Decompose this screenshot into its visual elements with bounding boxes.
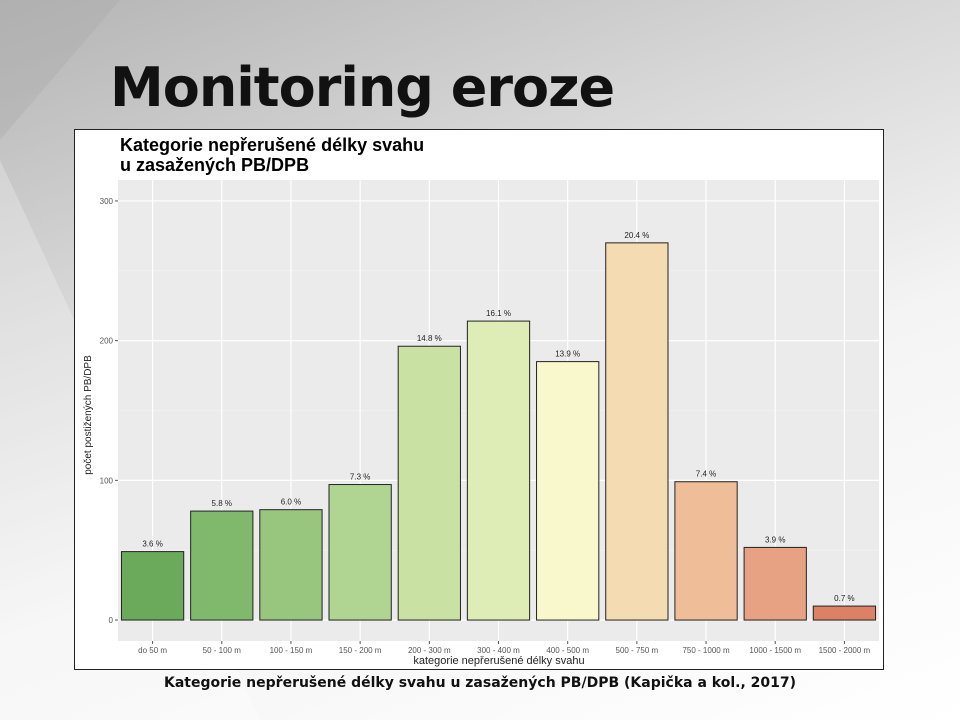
- x-tick-label: 200 - 300 m: [408, 646, 451, 655]
- data-label: 5.8 %: [212, 499, 232, 508]
- bar-7: [536, 361, 600, 621]
- y-tick-label: 0: [109, 616, 114, 625]
- x-tick-label: 400 - 500 m: [546, 646, 589, 655]
- x-tick-label: 750 - 1000 m: [682, 646, 729, 655]
- y-tick-label: 200: [100, 337, 114, 346]
- bar-chart: Kategorie nepřerušené délky svahu u zasa…: [83, 135, 879, 667]
- bar-1: [120, 551, 185, 621]
- chart-container: Kategorie nepřerušené délky svahu u zasa…: [74, 129, 884, 670]
- chart-title: Kategorie nepřerušené délky svahu: [120, 135, 424, 155]
- figure-caption: Kategorie nepřerušené délky svahu u zasa…: [163, 675, 796, 691]
- x-tick-label: 1500 - 2000 m: [819, 646, 871, 655]
- bar-8: [605, 242, 669, 621]
- y-tick-label: 300: [100, 197, 114, 206]
- x-tick-label: do 50 m: [138, 646, 167, 655]
- y-tick-label: 100: [100, 476, 114, 485]
- data-label: 3.9 %: [765, 535, 785, 544]
- x-tick-label: 500 - 750 m: [616, 646, 659, 655]
- bar-3: [259, 509, 323, 621]
- slide-title: Monitoring eroze: [110, 56, 615, 119]
- data-label: 3.6 %: [142, 540, 162, 549]
- data-label: 13.9 %: [555, 350, 580, 359]
- bar-4: [328, 484, 392, 621]
- data-label: 6.0 %: [281, 498, 301, 507]
- data-label: 7.4 %: [696, 470, 716, 479]
- bar-6: [466, 320, 531, 621]
- bar-9: [674, 481, 738, 621]
- x-tick-label: 150 - 200 m: [339, 646, 382, 655]
- x-tick-label: 50 - 100 m: [203, 646, 242, 655]
- bar-10: [743, 546, 807, 621]
- data-label: 14.8 %: [417, 334, 442, 343]
- chart-title-line2: u zasažených PB/DPB: [120, 155, 309, 175]
- data-label: 20.4 %: [624, 231, 649, 240]
- data-label: 0.7 %: [834, 594, 854, 603]
- y-axis-label: počet postižených PB/DPB: [83, 355, 94, 475]
- bar-2: [190, 510, 254, 621]
- data-label: 7.3 %: [350, 473, 370, 482]
- x-tick-label: 300 - 400 m: [477, 646, 520, 655]
- x-axis-label: kategorie nepřerušené délky svahu: [413, 655, 584, 667]
- bar-11: [812, 605, 877, 621]
- bar-5: [397, 345, 461, 621]
- data-label: 16.1 %: [486, 309, 511, 318]
- x-tick-label: 100 - 150 m: [270, 646, 313, 655]
- x-tick-label: 1000 - 1500 m: [749, 646, 801, 655]
